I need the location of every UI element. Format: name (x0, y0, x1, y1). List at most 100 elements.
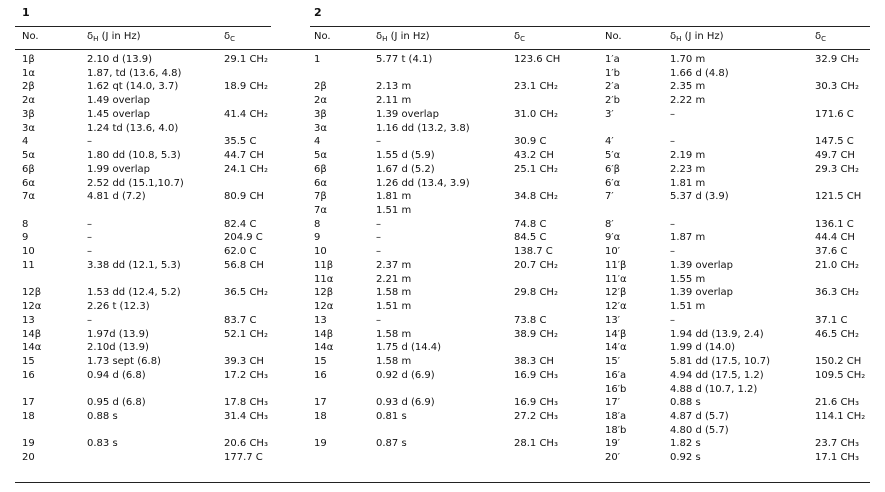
proton-shift: 0.83 s (87, 438, 118, 450)
carbon-shift: 29.8 CH₂ (514, 287, 558, 299)
proton-shift: 0.95 d (6.8) (87, 397, 146, 409)
carbon-shift: 34.8 CH₂ (514, 191, 558, 203)
carbon-shift: 177.7 C (224, 452, 263, 464)
carbon-shift: 82.4 C (224, 218, 257, 230)
position: 5α (22, 150, 35, 162)
proton-shift: 1.87 m (670, 232, 706, 244)
proton-shift: 4.88 d (10.7, 1.2) (670, 383, 758, 395)
proton-shift: 1.39 overlap (670, 287, 733, 299)
proton-shift: 0.88 s (670, 397, 701, 409)
proton-shift: – (376, 218, 381, 230)
carbon-shift: 138.7 C (514, 246, 553, 258)
position: 10′ (605, 246, 620, 258)
carbon-shift: 32.9 CH₂ (815, 54, 859, 65)
carbon-shift: 18.9 CH₂ (224, 81, 268, 93)
proton-shift: 1.58 m (376, 328, 412, 340)
carbon-shift: 27.2 CH₃ (514, 410, 558, 422)
position: 1β (22, 54, 35, 65)
proton-shift: 1.81 m (670, 177, 706, 189)
position: 16′b (605, 383, 627, 395)
proton-shift: 1.16 dd (13.2, 3.8) (376, 122, 470, 134)
proton-shift: 1.53 dd (12.4, 5.2) (87, 287, 181, 299)
carbon-shift: 44.7 CH (224, 150, 264, 162)
carbon-shift: 109.5 CH₂ (815, 369, 866, 381)
carbon-shift: 17.8 CH₃ (224, 397, 268, 409)
position: 16′a (605, 369, 627, 381)
proton-shift: 3.38 dd (12.1, 5.3) (87, 259, 181, 271)
header-subscript: C (821, 35, 827, 43)
proton-shift: – (87, 314, 92, 326)
carbon-shift: 20.6 CH₃ (224, 438, 268, 450)
header-symbol: δ (670, 31, 677, 42)
carbon-shift: 123.6 CH (514, 54, 561, 65)
position: 14′α (605, 342, 627, 354)
proton-shift: 1.75 d (14.4) (376, 342, 442, 354)
carbon-shift: 37.1 C (815, 314, 848, 326)
carbon-shift: 41.4 CH₂ (224, 108, 268, 120)
position: 19 (314, 438, 327, 450)
position: 1 (314, 54, 321, 65)
position: 12β (22, 287, 42, 299)
position: 19 (22, 438, 35, 450)
position: 11 (22, 259, 35, 271)
position: 9′α (605, 232, 621, 244)
carbon-shift: 114.1 CH₂ (815, 410, 866, 422)
carbon-shift: 31.4 CH₃ (224, 410, 268, 422)
position: 2′a (605, 81, 620, 93)
proton-shift: – (87, 246, 92, 258)
position: 10 (314, 246, 327, 258)
position: 4 (314, 136, 321, 148)
position: 2′b (605, 95, 620, 107)
rule (15, 482, 870, 483)
carbon-shift: 17.1 CH₃ (815, 452, 859, 464)
position: 9 (314, 232, 321, 244)
position: 12α (22, 301, 42, 313)
proton-shift: 2.10d (13.9) (87, 342, 149, 354)
position: 7β (314, 191, 327, 203)
proton-shift: 1.99 d (14.0) (670, 342, 736, 354)
position: 12′β (605, 287, 627, 299)
carbon-shift: 136.1 C (815, 218, 854, 230)
header-symbol: δ (815, 31, 822, 42)
proton-shift: 0.94 d (6.8) (87, 369, 146, 381)
carbon-shift: 39.3 CH (224, 356, 264, 368)
position: 16 (22, 369, 35, 381)
header-subscript: H (676, 35, 682, 43)
column-header: δH (J in Hz) (87, 31, 141, 45)
proton-shift: – (87, 136, 92, 148)
proton-shift: 1.94 dd (13.9, 2.4) (670, 328, 764, 340)
carbon-shift: 43.2 CH (514, 150, 554, 162)
carbon-shift: 21.0 CH₂ (815, 259, 859, 271)
position: 14α (22, 342, 42, 354)
header-subscript: C (520, 35, 526, 43)
position: 8 (22, 218, 29, 230)
proton-shift: 4.94 dd (17.5, 1.2) (670, 369, 764, 381)
proton-shift: 1.58 m (376, 356, 412, 368)
position: 16 (314, 369, 327, 381)
carbon-shift: 30.9 C (514, 136, 547, 148)
header-symbol: δ (224, 31, 231, 42)
proton-shift: 1.39 overlap (376, 108, 439, 120)
proton-shift: 5.77 t (4.1) (376, 54, 433, 65)
proton-shift: 5.37 d (3.9) (670, 191, 729, 203)
position: 15′ (605, 356, 620, 368)
proton-shift: 2.23 m (670, 163, 706, 175)
position: 1′b (605, 67, 620, 79)
position: 6β (22, 163, 35, 175)
proton-shift: 1.81 m (376, 191, 412, 203)
position: 12′α (605, 301, 627, 313)
proton-shift: 1.80 dd (10.8, 5.3) (87, 150, 181, 162)
position: 6′α (605, 177, 621, 189)
column-header: δC (815, 31, 826, 45)
position: 18′a (605, 410, 627, 422)
position: 5α (314, 150, 327, 162)
position: 12α (314, 301, 334, 313)
proton-shift: 1.51 m (670, 301, 706, 313)
rule (15, 49, 870, 50)
position: 13′ (605, 314, 620, 326)
position: 20′ (605, 452, 620, 464)
proton-shift: 1.82 s (670, 438, 701, 450)
header-symbol: δ (87, 31, 94, 42)
carbon-shift: 29.3 CH₂ (815, 163, 859, 175)
